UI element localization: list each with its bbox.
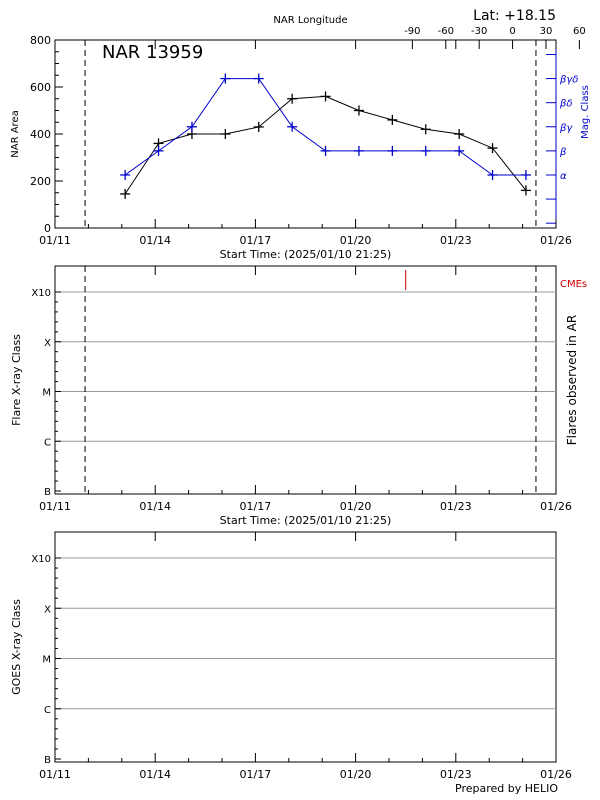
data-point-area — [353, 105, 364, 116]
class-label: X — [44, 604, 51, 615]
class-label: M — [42, 388, 51, 399]
cme-label: CMEs — [560, 279, 587, 290]
data-point-area — [487, 143, 498, 154]
x-tick-label: 01/14 — [139, 234, 171, 247]
top-tick-label: -60 — [438, 26, 454, 37]
data-point-area — [287, 93, 298, 104]
class-label: B — [44, 487, 51, 498]
x-tick-label: 01/20 — [340, 768, 372, 781]
top-tick-label: 0 — [509, 26, 515, 37]
x-axis-title: Start Time: (2025/01/10 21:25) — [220, 248, 392, 261]
class-label: M — [42, 655, 51, 666]
top-tick-label: 60 — [573, 26, 586, 37]
y-tick-label: 200 — [30, 175, 51, 188]
data-point-mag-class — [353, 145, 364, 156]
x-tick-label: 01/26 — [540, 234, 572, 247]
data-point-area — [253, 121, 264, 132]
y-axis-title: NAR Area — [10, 110, 21, 157]
class-label: X10 — [31, 288, 51, 299]
data-point-area — [120, 188, 131, 199]
series-line-area — [124, 95, 527, 195]
x-tick-label: 01/23 — [440, 500, 472, 513]
x-tick-label: 01/17 — [240, 500, 272, 513]
data-point-mag-class — [186, 121, 197, 132]
region-title: NAR 13959 — [102, 42, 203, 63]
data-point-mag-class — [454, 145, 465, 156]
x-tick-label: 01/14 — [139, 768, 171, 781]
y-tick-label: 600 — [30, 81, 51, 94]
class-label: C — [44, 705, 51, 716]
data-point-mag-class — [387, 145, 398, 156]
class-label: B — [44, 755, 51, 766]
data-point-mag-class — [153, 145, 164, 156]
top-axis-title: NAR Longitude — [273, 15, 347, 26]
x-tick-label: 01/14 — [139, 500, 171, 513]
data-point-mag-class — [420, 145, 431, 156]
class-label: C — [44, 437, 51, 448]
mag-class-title: Mag. Class — [580, 85, 591, 139]
x-tick-label: 01/11 — [39, 234, 71, 247]
y-axis-title: GOES X-ray Class — [10, 599, 23, 695]
flare-panel-frame — [54, 265, 557, 495]
y-tick-label: 400 — [30, 128, 51, 141]
data-point-area — [220, 129, 231, 139]
region-panel-frame — [54, 39, 557, 229]
class-label: X — [44, 338, 51, 349]
credit-label: Prepared by HELIO — [455, 782, 558, 795]
x-axis-title: Start Time: (2025/01/10 21:25) — [220, 514, 392, 527]
goes-panel-frame — [54, 531, 557, 763]
top-tick-label: 30 — [540, 26, 553, 37]
data-point-area — [454, 129, 465, 139]
mag-class-label: βγδ — [559, 75, 578, 86]
data-point-mag-class — [253, 73, 264, 84]
x-tick-label: 01/17 — [240, 234, 272, 247]
x-tick-label: 01/11 — [39, 768, 71, 781]
y-tick-label: 800 — [30, 34, 51, 47]
data-point-mag-class — [320, 145, 331, 156]
data-point-mag-class — [520, 169, 531, 180]
x-tick-label: 01/23 — [440, 768, 472, 781]
x-tick-label: 01/26 — [540, 500, 572, 513]
data-point-mag-class — [487, 169, 498, 180]
y-axis-title: Flare X-ray Class — [10, 334, 23, 426]
data-point-area — [420, 124, 431, 135]
x-tick-label: 01/11 — [39, 500, 71, 513]
data-point-area — [520, 185, 531, 196]
x-tick-label: 01/17 — [240, 768, 272, 781]
data-point-area — [320, 91, 331, 102]
mag-class-label: βγ — [559, 123, 573, 134]
x-tick-label: 01/20 — [340, 234, 372, 247]
data-point-mag-class — [120, 169, 131, 180]
mag-class-label: β — [559, 147, 567, 158]
y-tick-label: 0 — [44, 222, 51, 235]
flares-observed-title: Flares observed in AR — [565, 315, 579, 445]
mag-class-label: α — [560, 171, 567, 182]
data-point-area — [387, 114, 398, 125]
data-point-mag-class — [287, 121, 298, 132]
data-point-mag-class — [220, 73, 231, 84]
x-tick-label: 01/26 — [540, 768, 572, 781]
x-tick-label: 01/23 — [440, 234, 472, 247]
top-tick-label: -90 — [404, 26, 420, 37]
class-label: X10 — [31, 554, 51, 565]
latitude-label: Lat: +18.15 — [473, 8, 556, 24]
mag-class-label: βδ — [559, 99, 573, 110]
x-tick-label: 01/20 — [340, 500, 372, 513]
top-tick-label: -30 — [471, 26, 487, 37]
